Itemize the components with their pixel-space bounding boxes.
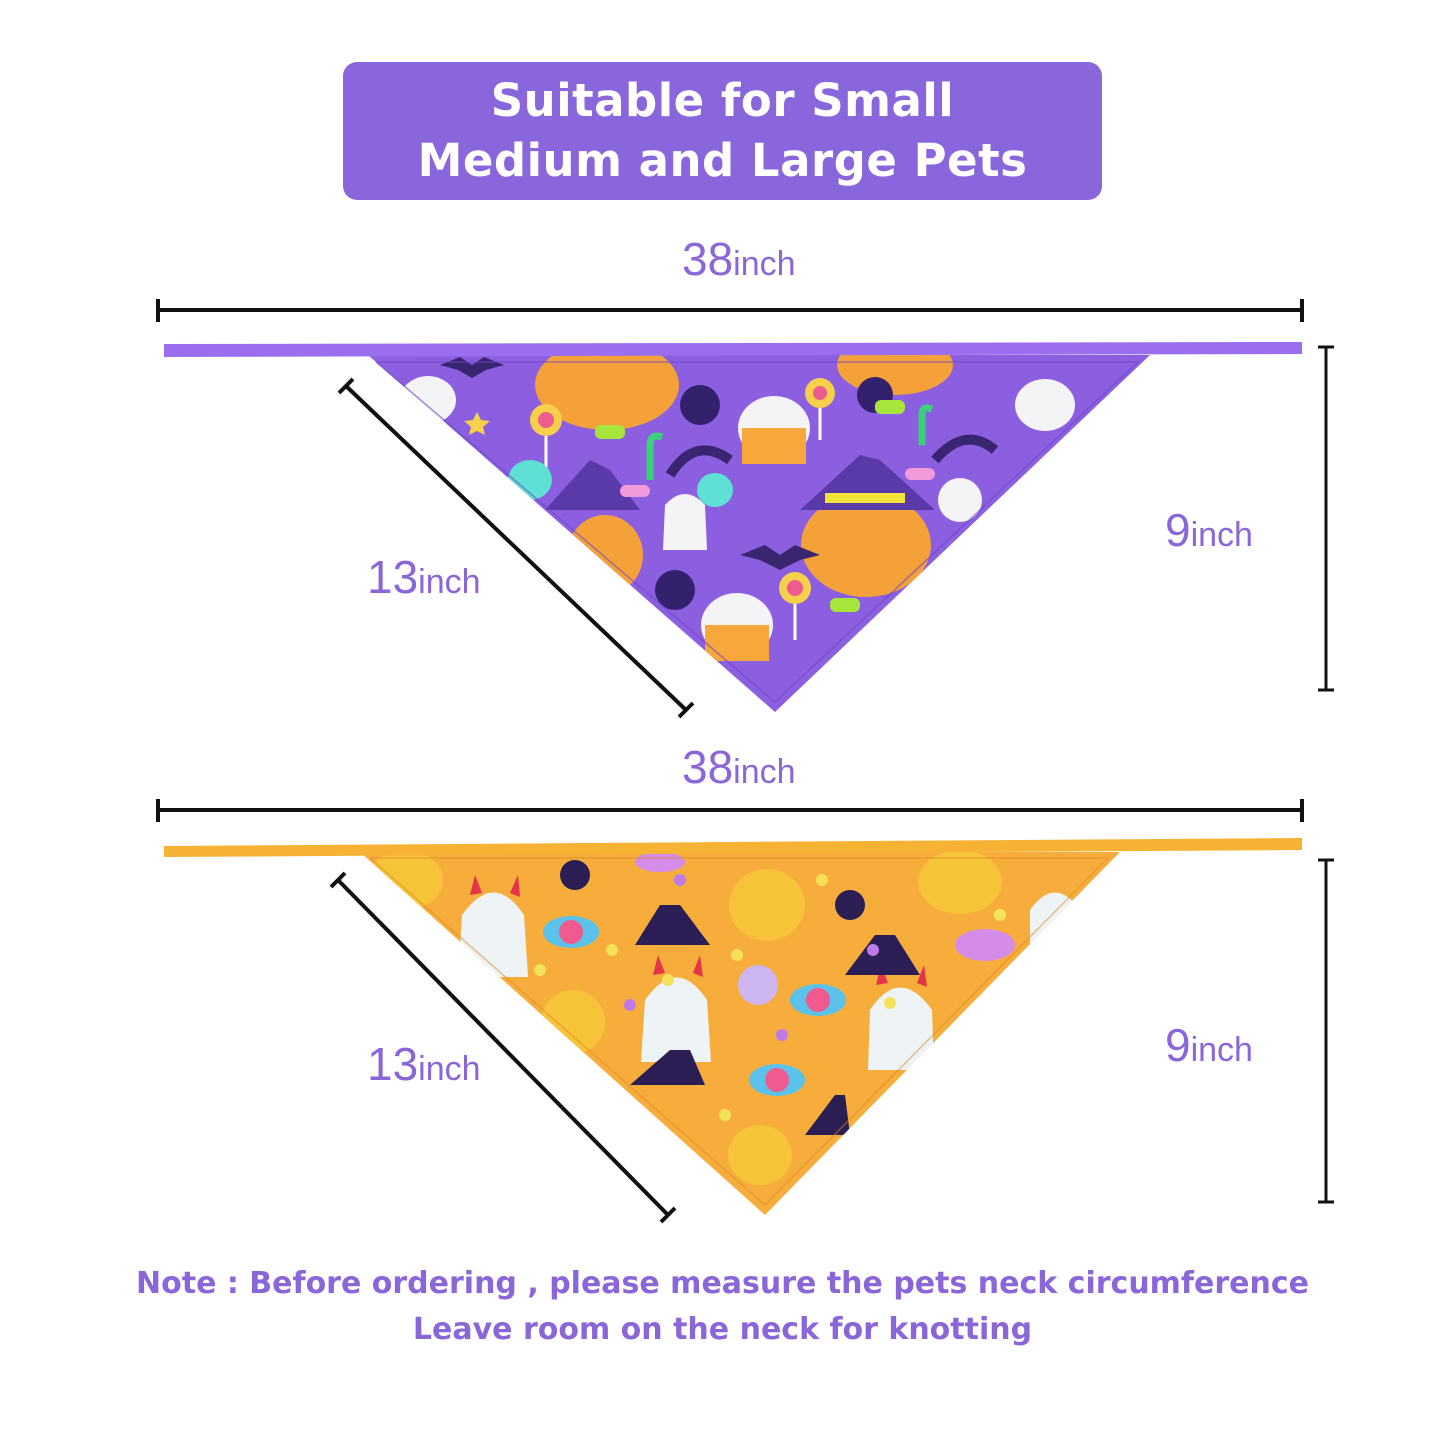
bottom-side-line: [336, 878, 670, 1217]
top-side-line: [344, 384, 688, 712]
top-width-label: 38inch: [682, 232, 796, 286]
note-line-2: Leave room on the neck for knotting: [412, 1312, 1033, 1347]
top-height-label: 9inch: [1165, 503, 1253, 557]
top-width-value: 38: [682, 233, 734, 285]
bottom-side-unit: inch: [418, 1050, 481, 1088]
orange-binding-strip: [164, 838, 1302, 857]
orange-bandana: [164, 838, 1302, 1215]
bottom-width-label: 38inch: [682, 740, 796, 794]
top-side-label: 13inch: [367, 550, 481, 604]
measurement-lines: [156, 299, 1334, 1224]
bottom-side-label: 13inch: [367, 1037, 481, 1091]
top-side-value: 13: [367, 551, 419, 603]
bottom-height-label: 9inch: [1165, 1018, 1253, 1072]
bottom-width-unit: inch: [733, 753, 796, 791]
bottom-height-unit: inch: [1190, 1031, 1253, 1069]
bottom-side-value: 13: [367, 1038, 419, 1090]
title-line-1: Suitable for Small: [490, 74, 955, 127]
top-width-unit: inch: [733, 245, 796, 283]
purple-bandana: [164, 342, 1302, 712]
top-height-value: 9: [1165, 504, 1191, 556]
bottom-width-value: 38: [682, 741, 734, 793]
title-banner: Suitable for Small Medium and Large Pets: [343, 62, 1102, 200]
purple-binding-strip: [164, 342, 1302, 357]
bottom-height-value: 9: [1165, 1019, 1191, 1071]
note-line-1: Note : Before ordering , please measure …: [136, 1266, 1309, 1301]
top-side-unit: inch: [418, 563, 481, 601]
top-height-unit: inch: [1190, 516, 1253, 554]
title-line-2: Medium and Large Pets: [417, 134, 1028, 187]
halloween-pattern-purple: [400, 355, 1075, 661]
